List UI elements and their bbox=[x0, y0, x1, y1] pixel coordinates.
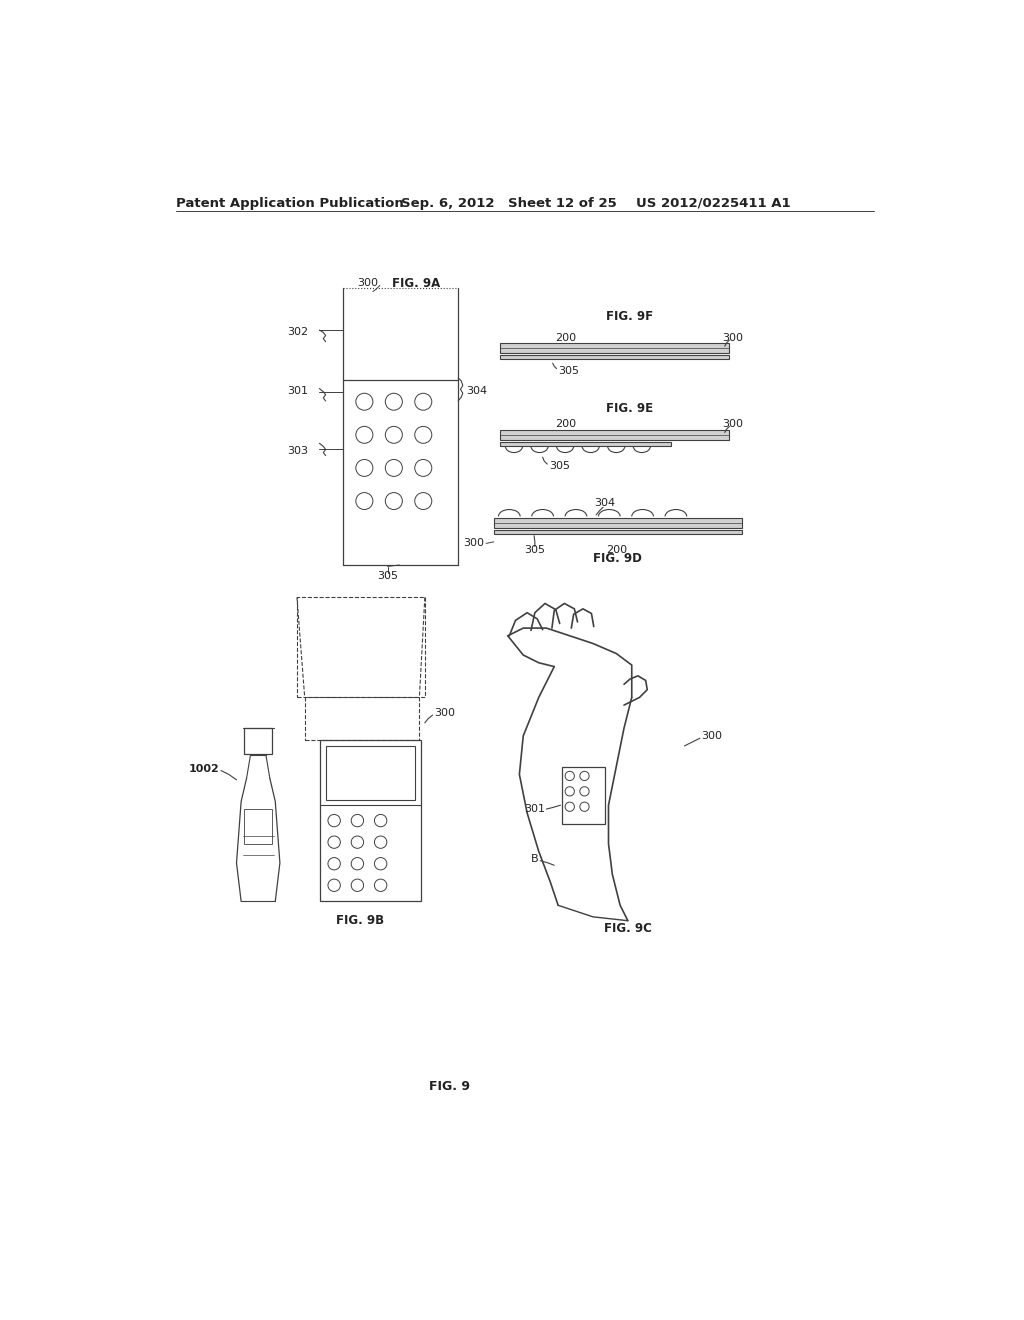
Text: 300: 300 bbox=[701, 731, 723, 741]
Text: 305: 305 bbox=[549, 462, 569, 471]
Bar bbox=[500, 343, 729, 354]
Text: B: B bbox=[531, 854, 539, 865]
Text: 300: 300 bbox=[722, 333, 743, 343]
Text: US 2012/0225411 A1: US 2012/0225411 A1 bbox=[636, 197, 791, 210]
Bar bbox=[562, 767, 604, 825]
Text: FIG. 9D: FIG. 9D bbox=[593, 552, 642, 565]
Text: 200: 200 bbox=[555, 333, 577, 343]
Bar bbox=[297, 597, 425, 697]
Text: 305: 305 bbox=[524, 545, 546, 554]
Bar bbox=[321, 739, 421, 902]
Text: 300: 300 bbox=[722, 418, 743, 429]
Text: FIG. 9: FIG. 9 bbox=[429, 1080, 470, 1093]
Bar bbox=[245, 729, 272, 754]
Text: FIG. 9C: FIG. 9C bbox=[604, 921, 652, 935]
Bar bbox=[500, 355, 729, 359]
Text: 301: 301 bbox=[524, 804, 545, 814]
Bar bbox=[494, 529, 741, 535]
Bar bbox=[500, 442, 671, 446]
Text: 200: 200 bbox=[555, 418, 577, 429]
Text: Sep. 6, 2012: Sep. 6, 2012 bbox=[400, 197, 495, 210]
Text: 1002: 1002 bbox=[188, 764, 219, 774]
Bar bbox=[245, 809, 272, 843]
Text: Sheet 12 of 25: Sheet 12 of 25 bbox=[508, 197, 616, 210]
Text: 303: 303 bbox=[288, 446, 308, 455]
Text: 305: 305 bbox=[558, 366, 580, 376]
Bar bbox=[305, 697, 420, 739]
Bar bbox=[327, 746, 415, 800]
Text: 300: 300 bbox=[463, 539, 483, 548]
Text: FIG. 9F: FIG. 9F bbox=[606, 310, 653, 323]
Text: 302: 302 bbox=[288, 326, 308, 337]
Text: 301: 301 bbox=[288, 385, 308, 396]
Text: 300: 300 bbox=[357, 279, 378, 288]
Text: 304: 304 bbox=[466, 385, 487, 396]
Bar bbox=[494, 517, 741, 528]
Text: Patent Application Publication: Patent Application Publication bbox=[176, 197, 403, 210]
Text: FIG. 9E: FIG. 9E bbox=[606, 403, 653, 416]
Text: 304: 304 bbox=[594, 499, 615, 508]
Text: 200: 200 bbox=[605, 545, 627, 554]
Text: 305: 305 bbox=[377, 570, 398, 581]
Text: FIG. 9B: FIG. 9B bbox=[337, 915, 385, 927]
Text: 300: 300 bbox=[434, 708, 455, 718]
Bar bbox=[500, 430, 729, 441]
Text: FIG. 9A: FIG. 9A bbox=[391, 277, 439, 289]
